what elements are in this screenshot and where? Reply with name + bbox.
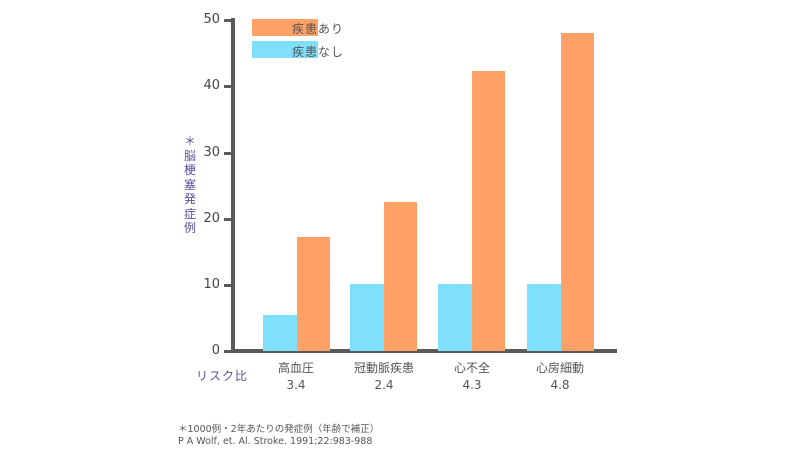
- category-name: 冠動脈疾患: [353, 361, 414, 375]
- y-axis-label-char: 症: [183, 206, 196, 221]
- y-axis-label-char: 梗: [183, 163, 196, 177]
- bar-without-disease: [438, 284, 472, 351]
- y-tick-label: 20: [203, 211, 220, 226]
- y-axis-label-char: 塞: [183, 177, 196, 192]
- y-tick-50: [224, 19, 233, 22]
- bar-with-disease: [560, 33, 594, 351]
- y-tick-label: 0: [211, 343, 220, 358]
- bar-with-disease: [383, 202, 417, 351]
- y-tick-label: 40: [203, 78, 220, 93]
- x-axis-line: [231, 349, 617, 353]
- risk-value: 2.4: [374, 378, 394, 392]
- y-axis-label-char: 発: [183, 192, 196, 206]
- bar-with-disease: [296, 237, 330, 351]
- category-name: 心不全: [453, 361, 490, 375]
- y-tick-20: [224, 218, 233, 221]
- category-name: 心房細動: [535, 361, 584, 375]
- y-tick-0: [224, 350, 233, 353]
- y-tick-40: [224, 85, 233, 88]
- category-label: 心房細動 4.8: [515, 360, 605, 394]
- bar-without-disease: [263, 315, 297, 351]
- legend-swatch-with-disease: [252, 19, 318, 36]
- y-tick-label: 50: [203, 12, 220, 27]
- risk-value: 4.8: [550, 378, 570, 392]
- citation: P A Wolf, et. Al. Stroke. 1991;22:983-98…: [178, 436, 373, 447]
- y-tick-label: 10: [203, 277, 220, 292]
- y-axis-label-char: 脳: [183, 148, 196, 163]
- y-tick-30: [224, 152, 233, 155]
- category-label: 心不全 4.3: [427, 360, 517, 394]
- risk-value: 4.3: [462, 378, 482, 392]
- y-tick-label: 30: [203, 145, 220, 160]
- legend-label-with-disease: 疾患あり: [292, 22, 345, 36]
- bar-without-disease: [350, 284, 384, 351]
- risk-value: 3.4: [286, 378, 306, 392]
- y-axis-line: [231, 18, 235, 353]
- footnote: ＊1000例・2年あたりの発症例（年齢で補正）: [178, 424, 380, 435]
- y-axis-label-char: ＊: [183, 134, 196, 148]
- category-label: 冠動脈疾患 2.4: [339, 360, 429, 394]
- legend-swatch-without-disease: [252, 41, 318, 58]
- y-axis-label: ＊脳梗塞発症例: [183, 134, 197, 236]
- category-name: 高血圧: [277, 361, 314, 375]
- bar-without-disease: [527, 284, 561, 351]
- legend-label-without-disease: 疾患なし: [292, 45, 345, 59]
- risk-ratio-label: リスク比: [196, 369, 249, 383]
- y-tick-10: [224, 284, 233, 287]
- category-label: 高血圧 3.4: [251, 360, 341, 394]
- y-axis-label-char: 例: [183, 221, 196, 235]
- bar-with-disease: [471, 70, 505, 351]
